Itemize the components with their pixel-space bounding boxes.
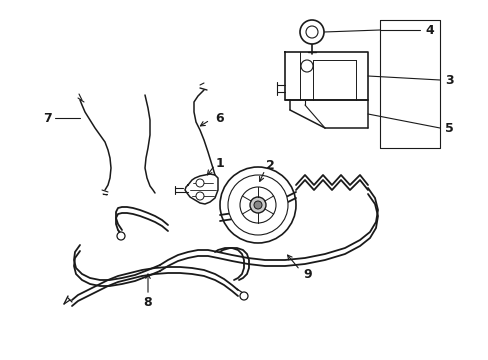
Circle shape: [196, 192, 203, 200]
Text: 7: 7: [43, 112, 52, 125]
Text: 9: 9: [303, 269, 312, 282]
Text: 2: 2: [265, 158, 274, 171]
Text: 5: 5: [444, 122, 453, 135]
Circle shape: [117, 232, 125, 240]
Circle shape: [301, 60, 312, 72]
Text: 3: 3: [444, 73, 453, 86]
Circle shape: [253, 201, 262, 209]
Circle shape: [240, 187, 275, 223]
Circle shape: [220, 167, 295, 243]
Text: 6: 6: [215, 112, 224, 125]
Text: 8: 8: [143, 297, 152, 310]
Circle shape: [305, 26, 317, 38]
Circle shape: [240, 292, 247, 300]
Text: 4: 4: [424, 23, 433, 36]
Circle shape: [299, 20, 324, 44]
Circle shape: [249, 197, 265, 213]
Circle shape: [227, 175, 287, 235]
Circle shape: [196, 179, 203, 187]
Text: 1: 1: [215, 157, 224, 170]
